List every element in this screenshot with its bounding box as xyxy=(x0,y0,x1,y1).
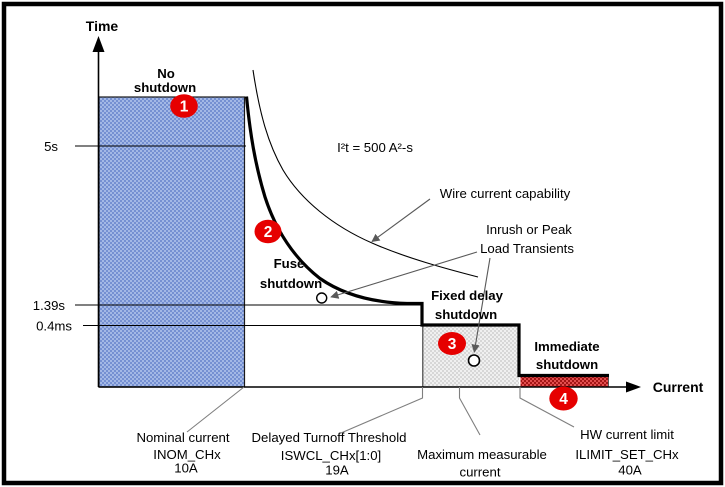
badge-1: 1 xyxy=(170,94,198,118)
y-axis-title: Time xyxy=(86,18,119,34)
leader-hw-limit xyxy=(519,387,575,428)
wire-leader-arrow-icon xyxy=(371,198,431,242)
hw-limit-label-1: HW current limit xyxy=(580,427,674,442)
badge-1-number: 1 xyxy=(180,99,189,116)
immediate-label-2: shutdown xyxy=(536,357,598,372)
badge-4: 4 xyxy=(549,386,578,411)
y-tick-5s: 5s xyxy=(44,139,58,154)
wire-annotation: Wire current capability xyxy=(440,186,571,201)
inrush-annotation-1: Inrush or Peak xyxy=(486,222,572,237)
y-tick-1-39s: 1.39s xyxy=(33,298,66,313)
badge-2: 2 xyxy=(254,219,282,244)
fuse-shutdown-label-2: shutdown xyxy=(260,276,322,291)
fuse-shutdown-label-1: Fuse xyxy=(274,256,305,271)
shutdown-boundary-curve xyxy=(244,96,609,378)
wire-capability-curve xyxy=(252,69,479,278)
delayed-label-2: ISWCL_CHx[1:0] xyxy=(281,448,381,463)
leader-max-measurable xyxy=(458,387,481,436)
badge-2-number: 2 xyxy=(264,224,273,241)
y-tick-0-4ms: 0.4ms xyxy=(36,319,72,334)
immediate-label-1: Immediate xyxy=(534,339,599,354)
immediate-shutdown-region xyxy=(520,377,609,387)
transient-point-fuse-icon xyxy=(316,292,328,304)
max-measurable-label-2: current xyxy=(459,465,500,480)
leader-delayed xyxy=(340,387,424,434)
transient-point-fixed-icon xyxy=(467,354,481,367)
nominal-label-1: Nominal current xyxy=(136,430,229,445)
i2t-annotation: I²t = 500 A²-s xyxy=(337,140,413,155)
inrush-annotation-2: Load Transients xyxy=(480,241,574,256)
no-shutdown-region xyxy=(98,96,246,388)
inrush-leader-arrow-fixed-icon xyxy=(471,257,491,353)
no-shutdown-label-2: shutdown xyxy=(134,80,196,95)
hw-limit-label-3: 40A xyxy=(618,463,642,478)
leader-nominal xyxy=(186,386,245,433)
badge-4-number: 4 xyxy=(559,391,568,408)
nominal-label-3: 10A xyxy=(174,461,198,476)
y-axis-arrow-icon xyxy=(92,36,105,52)
fixed-delay-label-2: shutdown xyxy=(435,307,497,322)
x-axis-title: Current xyxy=(653,379,704,395)
no-shutdown-label-1: No xyxy=(157,66,175,81)
badge-3-number: 3 xyxy=(448,336,457,353)
delayed-label-1: Delayed Turnoff Threshold xyxy=(252,430,407,445)
max-measurable-label-1: Maximum measurable xyxy=(417,447,547,462)
delayed-label-3: 19A xyxy=(325,463,349,478)
fixed-delay-label-1: Fixed delay xyxy=(431,288,503,303)
x-axis-arrow-icon xyxy=(626,381,641,393)
badge-3: 3 xyxy=(438,332,466,355)
hw-limit-label-2: ILIMIT_SET_CHx xyxy=(575,447,679,462)
nominal-label-2: INOM_CHx xyxy=(153,447,221,462)
inrush-leader-arrow-fuse-icon xyxy=(330,251,478,299)
